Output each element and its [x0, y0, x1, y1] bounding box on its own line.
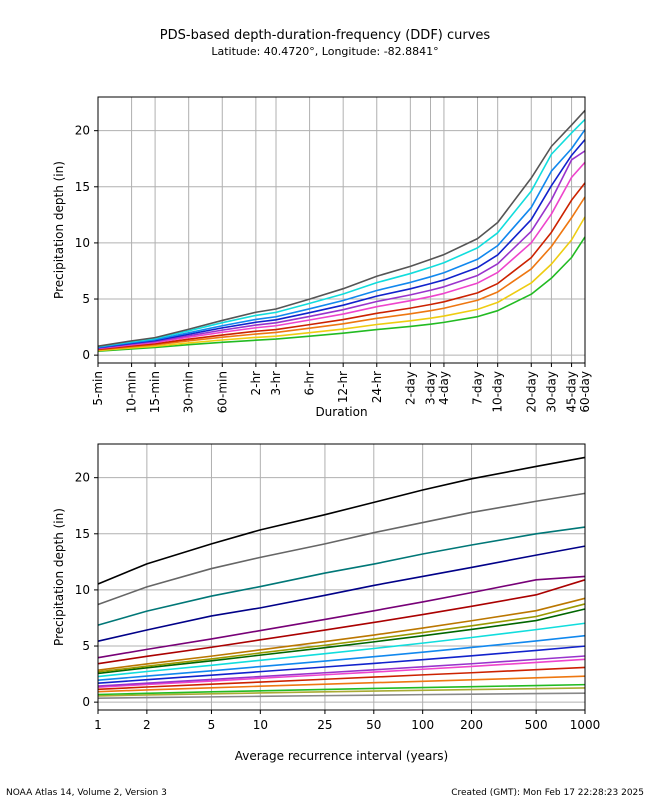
plot-frame	[97, 96, 586, 364]
series-line-15-min	[97, 683, 586, 696]
series-line-500-year	[97, 118, 586, 348]
y-tick-label: 10	[75, 236, 90, 250]
y-axis-label: Precipitation depth (in)	[52, 508, 66, 646]
series-line-1-year	[97, 236, 586, 353]
x-tick-label: 3-hr	[269, 371, 283, 396]
y-tick-label: 20	[75, 471, 90, 485]
x-tick-label: 5-min	[91, 371, 105, 406]
y-tick-label: 5	[82, 292, 90, 306]
series-line-45-day	[97, 492, 586, 606]
series-line-3-hr	[97, 655, 586, 687]
footer-created: Created (GMT): Mon Feb 17 22:28:23 2025	[451, 788, 644, 798]
y-tick-label: 15	[75, 527, 90, 541]
x-tick-label: 2-day	[403, 371, 417, 405]
chart-title: PDS-based depth-duration-frequency (DDF)…	[159, 28, 491, 43]
x-tick-label: 25	[317, 718, 332, 732]
x-tick-label: 6-hr	[303, 371, 317, 396]
series-line-60-min	[97, 666, 586, 691]
series-line-10-day	[97, 575, 586, 659]
y-tick-label: 0	[82, 348, 90, 362]
footer-source: NOAA Atlas 14, Volume 2, Version 3	[6, 788, 167, 798]
x-tick-label: 60-min	[215, 371, 229, 413]
y-tick-label: 10	[75, 583, 90, 597]
x-tick-label: 1000	[570, 718, 601, 732]
x-tick-label: 30-min	[182, 371, 196, 413]
chart-subtitle: Latitude: 40.4720°, Longitude: -82.8841°	[211, 45, 439, 58]
y-tick-label: 5	[82, 639, 90, 653]
series-line-10-year	[97, 182, 586, 351]
y-axis-label: Precipitation depth (in)	[52, 161, 66, 299]
series-line-2-day	[97, 608, 586, 675]
y-tick-label: 0	[82, 695, 90, 709]
x-tick-label: 15-min	[148, 371, 162, 413]
series-line-50-year	[97, 150, 586, 349]
series-line-30-day	[97, 526, 586, 626]
series-line-3-day	[97, 603, 586, 673]
x-axis-label: Average recurrence interval (years)	[235, 749, 448, 763]
x-tick-label: 50	[366, 718, 381, 732]
series-line-20-day	[97, 545, 586, 642]
x-tick-label: 10-min	[125, 371, 139, 413]
series-line-60-day	[97, 456, 586, 585]
x-tick-label: 2-hr	[249, 371, 263, 396]
x-tick-label: 24-hr	[370, 371, 384, 403]
x-tick-label: 1	[94, 718, 102, 732]
series-line-10-min	[97, 687, 586, 697]
x-tick-label: 20-day	[524, 371, 538, 413]
series-line-1000-year	[97, 109, 586, 347]
duration-plot: 5-min 10-min 15-min 30-min 60-min 2-hr 3-hr 6-h…	[52, 96, 592, 419]
series-line-12-hr	[97, 634, 586, 681]
x-tick-label: 4-day	[437, 371, 451, 405]
x-axis-label: Duration	[315, 405, 367, 419]
series-line-6-hr	[97, 645, 586, 684]
y-tick-label: 20	[75, 124, 90, 138]
x-tick-label: 2	[143, 718, 151, 732]
series-line-24-hr	[97, 622, 586, 678]
x-tick-label: 10	[253, 718, 268, 732]
series-line-200-year	[97, 129, 586, 348]
series-line-4-day	[97, 597, 586, 671]
x-tick-label: 45-day	[565, 371, 579, 413]
x-tick-label: 200	[460, 718, 483, 732]
x-tick-label: 5	[208, 718, 216, 732]
series-line-100-year	[97, 139, 586, 349]
plot-frame	[97, 443, 586, 711]
series-line-2-year	[97, 216, 586, 352]
series-line-5-year	[97, 196, 586, 351]
x-tick-label: 7-day	[471, 371, 485, 405]
x-tick-label: 500	[525, 718, 548, 732]
series-line-5-min	[97, 692, 586, 700]
x-tick-label: 100	[411, 718, 434, 732]
y-tick-label: 15	[75, 180, 90, 194]
x-tick-label: 10-day	[491, 371, 505, 413]
x-tick-label: 30-day	[544, 371, 558, 413]
series-line-25-year	[97, 161, 586, 350]
x-tick-label: 12-hr	[336, 371, 350, 403]
x-tick-label: 60-day	[578, 371, 592, 413]
series-line-7-day	[97, 579, 586, 665]
series-line-30-min	[97, 675, 586, 693]
series-line-2-hr	[97, 658, 586, 689]
x-tick-label: 3-day	[424, 371, 438, 405]
